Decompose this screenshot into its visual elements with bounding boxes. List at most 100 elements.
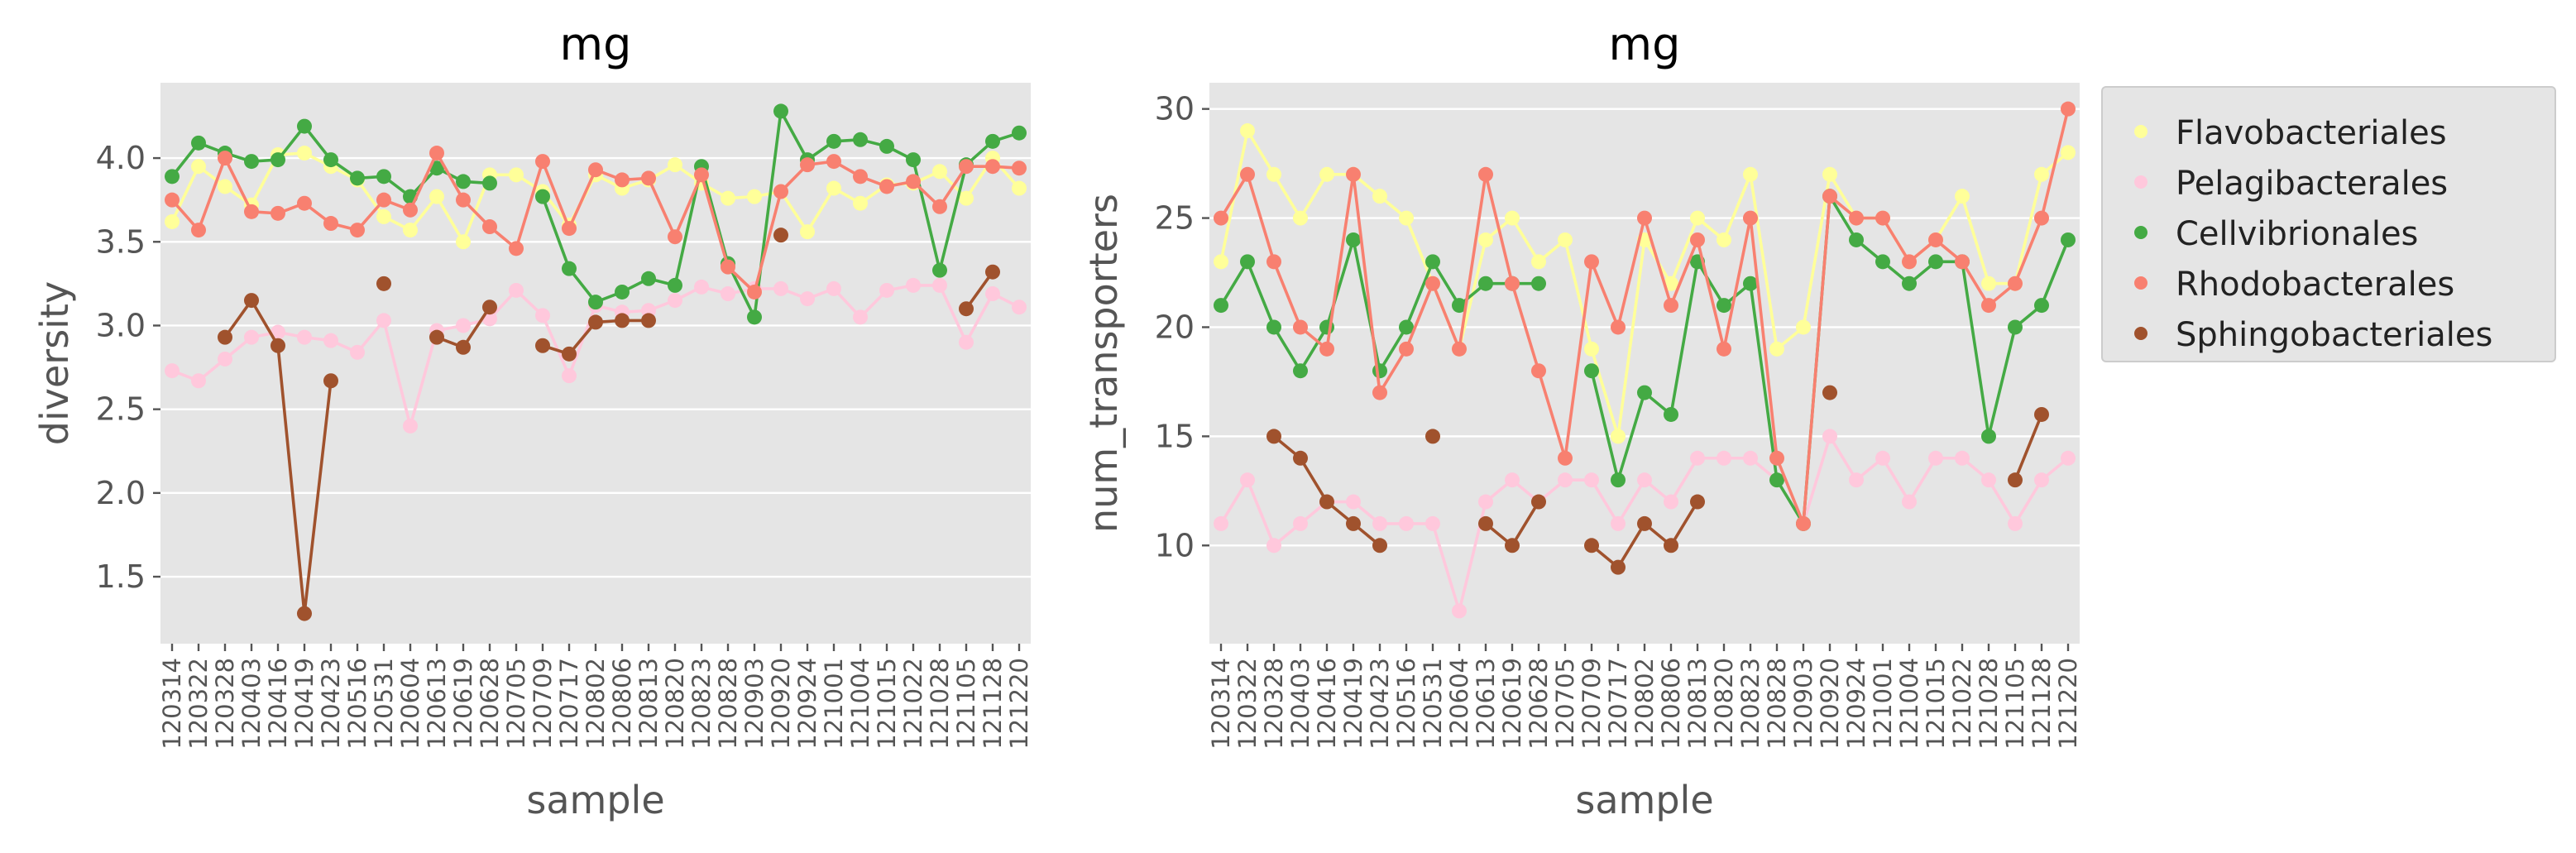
data-point (323, 333, 338, 348)
series-line (965, 271, 994, 310)
data-point (1240, 254, 1255, 270)
data-point (932, 164, 947, 180)
data-point (800, 291, 815, 307)
x-tick-label: 120802 (582, 658, 610, 750)
data-point (376, 192, 391, 208)
data-point (1452, 341, 1467, 357)
data-point (641, 170, 656, 186)
data-point (1664, 494, 1678, 510)
data-point (959, 334, 974, 350)
x-tick-label: 120920 (1816, 658, 1844, 750)
data-point (1717, 341, 1731, 357)
x-tick-label: 120828 (714, 658, 742, 750)
data-point (1214, 298, 1228, 314)
data-point (482, 300, 497, 315)
data-point (1981, 429, 1996, 444)
data-point (456, 234, 471, 250)
data-point (1240, 166, 1255, 182)
x-tick-label: 120613 (1472, 658, 1500, 750)
y-tick-label: 3.5 (96, 223, 146, 260)
legend-item-flavobacteriales: Flavobacteriales (2103, 108, 2554, 157)
x-tick-label: 120531 (370, 658, 398, 750)
data-point (562, 368, 577, 384)
data-point (615, 284, 630, 300)
data-point (1240, 472, 1255, 488)
data-point (1240, 123, 1255, 139)
data-point (350, 223, 365, 238)
data-point (694, 279, 709, 295)
data-point (562, 261, 577, 276)
data-point (1478, 276, 1493, 291)
data-point (1743, 166, 1758, 182)
x-tick-label: 120820 (1710, 658, 1738, 750)
legend-marker-sphingobacteriales (2134, 327, 2147, 340)
data-point (218, 179, 232, 194)
x-tick-label: 121028 (1975, 658, 2003, 750)
x-tick-label: 120709 (529, 658, 557, 750)
data-point (1293, 363, 1308, 379)
data-point (1505, 276, 1520, 291)
x-tick-label: 120516 (1392, 658, 1420, 750)
x-tick-label: 120828 (1763, 658, 1791, 750)
data-point (721, 286, 735, 302)
data-point (271, 205, 285, 221)
data-point (668, 293, 682, 309)
data-point (271, 152, 285, 168)
x-tick-label: 120717 (1604, 658, 1632, 750)
data-point (694, 167, 709, 183)
data-point (1399, 210, 1414, 226)
data-point (721, 190, 735, 206)
data-point (482, 219, 497, 235)
data-point (165, 213, 180, 229)
x-tick-label: 120416 (1313, 658, 1341, 750)
data-point (456, 339, 471, 355)
x-tick-label: 121220 (2054, 658, 2082, 750)
x-tick-label: 121128 (2028, 658, 2056, 750)
x-tick-label: 120314 (1207, 658, 1235, 750)
data-point (1399, 515, 1414, 531)
data-point (1769, 450, 1784, 466)
data-point (2061, 101, 2076, 117)
data-point (1346, 494, 1361, 510)
data-point (853, 132, 868, 147)
data-point (932, 277, 947, 293)
data-point (747, 309, 762, 325)
data-point (1637, 385, 1652, 400)
x-tick-label: 121001 (1869, 658, 1897, 750)
x-axis-label: sample (526, 778, 664, 822)
data-point (879, 138, 894, 154)
y-tick-label: 15 (1155, 418, 1195, 454)
data-point (826, 154, 841, 170)
data-point (376, 313, 391, 328)
x-tick-label: 120419 (1339, 658, 1367, 750)
data-point (826, 180, 841, 196)
data-point (2061, 450, 2076, 466)
data-point (1611, 559, 1626, 575)
data-point (562, 346, 577, 362)
data-point (297, 329, 312, 345)
data-point (668, 277, 682, 293)
x-tick-label: 121022 (1948, 658, 1976, 750)
legend-marker-rhodobacterales (2134, 276, 2147, 290)
y-tick-label: 30 (1155, 91, 1195, 127)
data-point (562, 221, 577, 237)
data-point (165, 363, 180, 379)
data-point (1012, 161, 1027, 176)
chart-panel-1: 1.52.02.53.03.54.01203141203221203281204… (32, 18, 1033, 822)
data-point (1664, 538, 1678, 553)
data-point (959, 159, 974, 175)
data-point (1902, 254, 1917, 270)
data-point (165, 169, 180, 184)
data-point (1875, 254, 1890, 270)
data-point (1478, 166, 1493, 182)
data-point (615, 172, 630, 188)
data-point (1346, 166, 1361, 182)
data-point (1214, 515, 1228, 531)
data-point (1955, 450, 1970, 466)
data-point (403, 202, 418, 218)
data-point (1425, 254, 1440, 270)
data-point (1372, 515, 1387, 531)
data-point (403, 418, 418, 434)
data-point (1664, 298, 1678, 314)
x-tick-label: 121128 (979, 658, 1007, 750)
